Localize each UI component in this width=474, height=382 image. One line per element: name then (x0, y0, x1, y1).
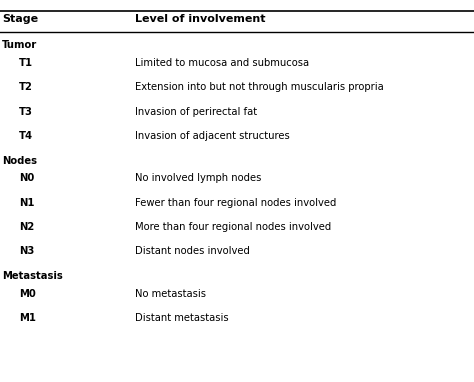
Text: N3: N3 (19, 246, 34, 256)
Text: N2: N2 (19, 222, 34, 232)
Text: T4: T4 (19, 131, 33, 141)
Text: More than four regional nodes involved: More than four regional nodes involved (135, 222, 331, 232)
Text: Limited to mucosa and submucosa: Limited to mucosa and submucosa (135, 58, 309, 68)
Text: M1: M1 (19, 313, 36, 323)
Text: T3: T3 (19, 107, 33, 117)
Text: T2: T2 (19, 82, 33, 92)
Text: M0: M0 (19, 288, 36, 298)
Text: Invasion of adjacent structures: Invasion of adjacent structures (135, 131, 290, 141)
Text: Fewer than four regional nodes involved: Fewer than four regional nodes involved (135, 197, 337, 207)
Text: No metastasis: No metastasis (135, 288, 206, 298)
Text: No involved lymph nodes: No involved lymph nodes (135, 173, 262, 183)
Text: Extension into but not through muscularis propria: Extension into but not through musculari… (135, 82, 384, 92)
Text: Level of involvement: Level of involvement (135, 14, 265, 24)
Text: Metastasis: Metastasis (2, 271, 63, 281)
Text: Stage: Stage (2, 14, 38, 24)
Text: Distant metastasis: Distant metastasis (135, 313, 229, 323)
Text: N0: N0 (19, 173, 34, 183)
Text: Invasion of perirectal fat: Invasion of perirectal fat (135, 107, 257, 117)
Text: N1: N1 (19, 197, 35, 207)
Text: Distant nodes involved: Distant nodes involved (135, 246, 250, 256)
Text: Nodes: Nodes (2, 155, 37, 165)
Text: Tumor: Tumor (2, 40, 37, 50)
Text: T1: T1 (19, 58, 33, 68)
